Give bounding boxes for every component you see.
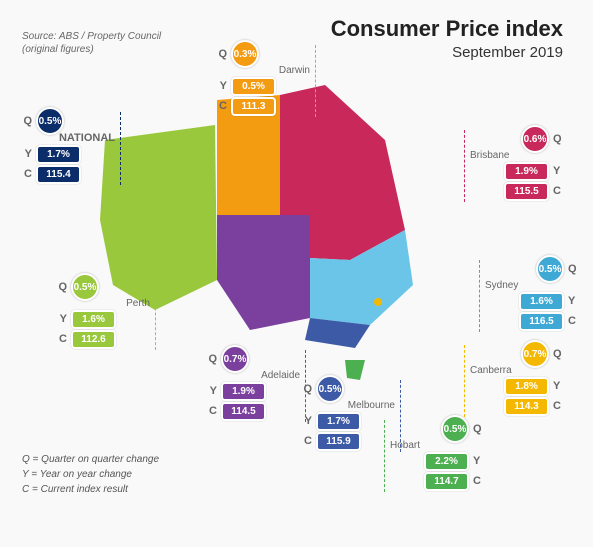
q-badge: 0.6% (521, 125, 549, 153)
legend-q: Q = Quarter on quarter change (22, 452, 159, 467)
c-letter: C (553, 185, 565, 197)
legend-block: Q = Quarter on quarter change Y = Year o… (22, 452, 159, 497)
region-name: Sydney (485, 280, 580, 291)
chart-title: Consumer Price index September 2019 (331, 16, 563, 61)
region-national: Q0.5%NATIONALY1.7%C115.4 (20, 112, 115, 185)
legend-c: C = Current index result (22, 482, 159, 497)
region-perth: Q0.5%PerthY1.6%C112.6 (55, 278, 150, 350)
y-letter: Y (568, 295, 580, 307)
q-badge: 0.5% (536, 255, 564, 283)
q-badge: 0.5% (36, 107, 64, 135)
c-pill: 112.6 (71, 330, 116, 349)
c-letter: C (553, 400, 565, 412)
region-brisbane: Q0.6%BrisbaneY1.9%C115.5 (470, 130, 565, 202)
c-letter: C (568, 315, 580, 327)
region-name: Melbourne (300, 400, 395, 411)
divider (464, 345, 465, 417)
q-letter: Q (300, 383, 312, 395)
c-pill: 114.5 (221, 402, 266, 421)
q-badge: 0.5% (441, 415, 469, 443)
y-letter: Y (473, 455, 485, 467)
q-letter: Q (553, 133, 565, 145)
source-line1: Source: ABS / Property Council (22, 30, 161, 43)
y-letter: Y (300, 415, 312, 427)
c-pill: 115.5 (504, 182, 549, 201)
c-letter: C (215, 100, 227, 112)
y-letter: Y (205, 385, 217, 397)
c-letter: C (300, 435, 312, 447)
region-name: Darwin (215, 65, 310, 76)
y-letter: Y (553, 165, 565, 177)
c-letter: C (473, 475, 485, 487)
c-pill: 114.7 (424, 472, 469, 491)
y-pill: 1.9% (504, 162, 549, 181)
divider (120, 112, 121, 185)
c-letter: C (20, 168, 32, 180)
q-badge: 0.7% (221, 345, 249, 373)
map-sa (217, 215, 310, 330)
divider (155, 278, 156, 350)
c-pill: 115.4 (36, 165, 81, 184)
divider (315, 45, 316, 117)
c-letter: C (205, 405, 217, 417)
region-name: Hobart (390, 440, 485, 451)
q-badge: 0.5% (316, 375, 344, 403)
y-pill: 1.6% (519, 292, 564, 311)
y-pill: 1.7% (36, 145, 81, 164)
divider (479, 260, 480, 332)
c-letter: C (55, 333, 67, 345)
divider (384, 420, 385, 492)
region-name: Perth (55, 298, 150, 309)
y-pill: 2.2% (424, 452, 469, 471)
map-tas (345, 360, 365, 380)
y-pill: 1.9% (221, 382, 266, 401)
c-pill: 114.3 (504, 397, 549, 416)
q-badge: 0.7% (521, 340, 549, 368)
c-pill: 115.9 (316, 432, 361, 451)
y-pill: 1.6% (71, 310, 116, 329)
divider (464, 130, 465, 202)
region-name: Canberra (470, 365, 565, 376)
y-letter: Y (215, 80, 227, 92)
region-melbourne: Q0.5%MelbourneY1.7%C115.9 (300, 380, 395, 452)
y-letter: Y (20, 148, 32, 160)
region-name: NATIONAL (20, 132, 115, 144)
q-letter: Q (55, 281, 67, 293)
title-text: Consumer Price index (331, 16, 563, 42)
q-letter: Q (473, 423, 485, 435)
region-sydney: Q0.5%SydneyY1.6%C116.5 (485, 260, 580, 332)
q-letter: Q (215, 48, 227, 60)
region-canberra: Q0.7%CanberraY1.8%C114.3 (470, 345, 565, 417)
region-name: Brisbane (470, 150, 565, 161)
q-letter: Q (205, 353, 217, 365)
q-badge: 0.5% (71, 273, 99, 301)
y-pill: 1.7% (316, 412, 361, 431)
source-line2: (original figures) (22, 43, 161, 56)
q-letter: Q (553, 348, 565, 360)
legend-y: Y = Year on year change (22, 467, 159, 482)
y-letter: Y (55, 313, 67, 325)
source-note: Source: ABS / Property Council (original… (22, 30, 161, 56)
q-letter: Q (20, 115, 32, 127)
region-name: Adelaide (205, 370, 300, 381)
y-letter: Y (553, 380, 565, 392)
region-adelaide: Q0.7%AdelaideY1.9%C114.5 (205, 350, 300, 422)
q-letter: Q (568, 263, 580, 275)
c-pill: 116.5 (519, 312, 564, 331)
region-hobart: Q0.5%HobartY2.2%C114.7 (390, 420, 485, 492)
c-pill: 111.3 (231, 97, 276, 116)
subtitle-text: September 2019 (331, 44, 563, 61)
q-badge: 0.3% (231, 40, 259, 68)
region-darwin: Q0.3%DarwinY0.5%C111.3 (215, 45, 310, 117)
map-act (374, 298, 382, 306)
y-pill: 0.5% (231, 77, 276, 96)
y-pill: 1.8% (504, 377, 549, 396)
